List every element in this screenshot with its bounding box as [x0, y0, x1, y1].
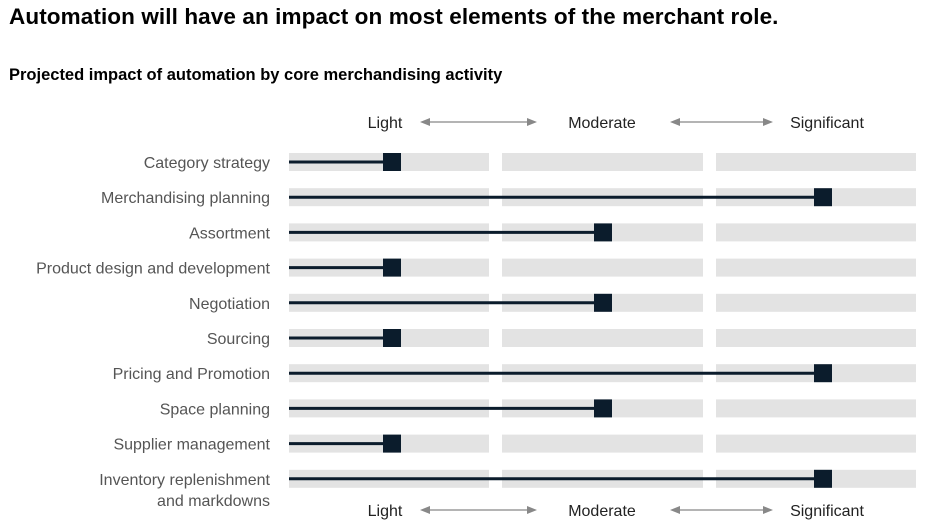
category-label: Category strategy [144, 155, 270, 172]
scale-arrow-head-left [420, 118, 430, 126]
scale-arrow-head-right [527, 506, 537, 514]
scale-arrow-head-left [670, 118, 680, 126]
category-label-line: Assortment [189, 225, 270, 242]
track-segment-2 [502, 434, 703, 453]
scale-arrow [670, 118, 773, 126]
category-label: Supplier management [113, 437, 270, 454]
category-label-line: Category strategy [144, 155, 270, 172]
impact-marker [383, 258, 401, 277]
category-label-line: Inventory replenishment [99, 472, 270, 489]
page-title: Automation will have an impact on most e… [9, 4, 779, 29]
scale-arrows [420, 118, 773, 514]
category-label-line: Sourcing [207, 331, 270, 348]
category-label-line: Merchandising planning [101, 190, 270, 207]
impact-marker [594, 293, 612, 312]
scale-arrow [420, 118, 537, 126]
scale-labels-top: Light Moderate Significant [368, 115, 865, 132]
category-label: Product design and development [36, 261, 270, 278]
track-segment-3 [716, 434, 916, 453]
impact-markers [383, 153, 832, 488]
impact-marker [814, 364, 832, 383]
track-segment-3 [716, 223, 916, 242]
category-labels: Category strategy Merchandising planning A… [36, 155, 270, 510]
scale-arrow-head-right [763, 506, 773, 514]
scale-label-moderate: Moderate [568, 503, 636, 520]
track-segment-3 [716, 153, 916, 171]
scale-label-significant: Significant [790, 503, 864, 520]
impact-marker [383, 329, 401, 347]
category-label-line: Space planning [160, 401, 270, 418]
category-label: Negotiation [189, 296, 270, 313]
category-label-line: Negotiation [189, 296, 270, 313]
impact-marker [594, 223, 612, 242]
impact-lines [289, 160, 823, 481]
track-segment-3 [716, 293, 916, 312]
impact-marker [383, 153, 401, 171]
category-label: Merchandising planning [101, 190, 270, 207]
track-segment-2 [502, 258, 703, 277]
impact-marker [814, 469, 832, 488]
scale-arrow [420, 506, 537, 514]
scale-label-light: Light [368, 115, 403, 132]
impact-marker [383, 434, 401, 453]
impact-marker [594, 399, 612, 418]
category-label: Assortment [189, 225, 270, 242]
scale-labels-bottom: Light Moderate Significant [368, 503, 865, 520]
impact-marker [814, 188, 832, 207]
track-segment-2 [502, 329, 703, 347]
track-segment-3 [716, 329, 916, 347]
track-segment-3 [716, 258, 916, 277]
scale-label-light: Light [368, 503, 403, 520]
track-segment-3 [716, 399, 916, 418]
category-label: Inventory replenishment and markdowns [99, 472, 270, 510]
category-label-line: and markdowns [157, 493, 270, 510]
category-label-line: Supplier management [113, 437, 270, 454]
track-segment-2 [502, 153, 703, 171]
category-label: Pricing and Promotion [113, 366, 270, 383]
scale-arrow-head-right [763, 118, 773, 126]
scale-arrow-head-right [527, 118, 537, 126]
scale-label-moderate: Moderate [568, 115, 636, 132]
chart-subtitle: Projected impact of automation by core m… [9, 66, 503, 84]
scale-label-significant: Significant [790, 115, 864, 132]
category-label: Space planning [160, 401, 270, 418]
scale-arrow [670, 506, 773, 514]
scale-arrow-head-left [420, 506, 430, 514]
category-label: Sourcing [207, 331, 270, 348]
scale-arrow-head-left [670, 506, 680, 514]
category-label-line: Pricing and Promotion [113, 366, 270, 383]
category-label-line: Product design and development [36, 261, 270, 278]
